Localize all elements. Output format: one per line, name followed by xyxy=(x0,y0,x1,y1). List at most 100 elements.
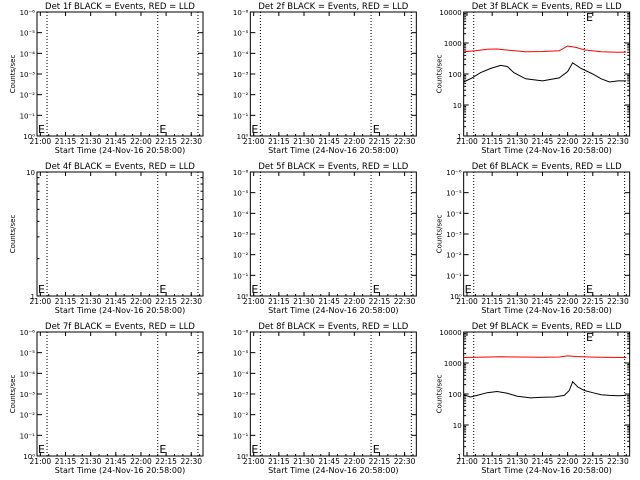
y-tick-label: 10000 xyxy=(439,9,461,17)
y-tick-label: 10⁻¹ xyxy=(20,112,36,120)
plot-frame xyxy=(36,331,204,457)
y-tick-label: 10⁻⁴ xyxy=(233,370,249,378)
panel-title: Det 9f BLACK = Events, RED = LLD xyxy=(472,322,622,332)
x-tick-label: 21:00 xyxy=(30,137,52,146)
x-tick-label: 22:30 xyxy=(180,297,202,306)
x-tick-label: 21:15 xyxy=(268,137,290,146)
y-tick-label: 100 xyxy=(448,71,461,79)
x-tick-label: 21:15 xyxy=(481,457,503,466)
x-tick-label: 22:15 xyxy=(369,137,391,146)
x-tick-label: 21:15 xyxy=(55,297,77,306)
y-axis-label: Counts/sec xyxy=(436,375,444,414)
x-tick-label: 22:30 xyxy=(607,297,629,306)
plot-frame xyxy=(249,11,417,137)
y-tick-label: 10 xyxy=(453,102,462,110)
y-tick-label: 10⁻¹ xyxy=(233,112,249,120)
event-flag-annotation: E xyxy=(373,443,380,456)
y-tick-label: 10⁻⁶ xyxy=(20,329,36,337)
event-flag-annotation: E xyxy=(465,283,472,296)
x-tick-label: 21:00 xyxy=(456,137,478,146)
x-axis-label: Start Time (24-Nov-16 20:58:00) xyxy=(481,306,611,315)
event-flag-annotation: E xyxy=(586,11,593,24)
lld-series-line xyxy=(463,355,627,358)
x-axis-label: Start Time (24-Nov-16 20:58:00) xyxy=(481,146,611,155)
x-tick-label: 22:00 xyxy=(343,137,365,146)
x-axis-label: Start Time (24-Nov-16 20:58:00) xyxy=(55,146,185,155)
x-tick-label: 21:30 xyxy=(293,457,315,466)
event-flag-annotation: E xyxy=(38,123,45,136)
y-tick-label: 10⁻⁴ xyxy=(233,210,249,218)
event-flag-annotation: E xyxy=(586,283,593,296)
y-tick-label: 10⁻⁵ xyxy=(20,350,36,358)
y-tick-label: 10⁻⁶ xyxy=(233,329,249,337)
plot-frame xyxy=(249,331,417,457)
panel-title: Det 2f BLACK = Events, RED = LLD xyxy=(258,2,408,12)
x-tick-label: 21:00 xyxy=(243,137,265,146)
x-tick-label: 22:00 xyxy=(557,137,579,146)
y-axis-label: Counts/sec xyxy=(436,55,444,94)
y-tick-label: 10⁻⁶ xyxy=(233,9,249,17)
y-tick-label: 10⁻⁵ xyxy=(446,190,462,198)
x-tick-label: 22:15 xyxy=(582,297,604,306)
event-flag-annotation: E xyxy=(159,283,166,296)
plot-frame xyxy=(463,331,631,457)
x-tick-label: 22:00 xyxy=(557,297,579,306)
y-tick-label: 10⁻¹ xyxy=(233,432,249,440)
y-tick-label: 10⁰ xyxy=(450,293,462,301)
x-tick-label: 21:45 xyxy=(318,137,340,146)
x-tick-label: 22:00 xyxy=(343,297,365,306)
x-tick-label: 21:45 xyxy=(105,457,127,466)
x-tick-label: 21:45 xyxy=(105,297,127,306)
x-tick-label: 21:15 xyxy=(268,457,290,466)
x-tick-label: 21:45 xyxy=(318,297,340,306)
y-tick-label: 10⁻² xyxy=(233,412,249,420)
event-flag-annotation: E xyxy=(586,331,593,344)
x-tick-label: 22:15 xyxy=(582,457,604,466)
y-tick-label: 10⁻⁵ xyxy=(233,350,249,358)
panel-title: Det 6f BLACK = Events, RED = LLD xyxy=(472,162,622,172)
event-flag-annotation: E xyxy=(373,283,380,296)
y-tick-label: 10⁻² xyxy=(20,412,36,420)
x-tick-label: 21:00 xyxy=(456,457,478,466)
x-tick-label: 21:30 xyxy=(80,457,102,466)
y-tick-label: 10⁻⁴ xyxy=(446,210,462,218)
x-axis-label: Start Time (24-Nov-16 20:58:00) xyxy=(55,306,185,315)
y-tick-label: 10⁻⁵ xyxy=(20,30,36,38)
x-tick-label: 22:00 xyxy=(130,297,152,306)
detector-panel: Det 9f BLACK = Events, RED = LLD 21:00 21:… xyxy=(436,322,631,475)
x-tick-label: 22:30 xyxy=(607,457,629,466)
x-tick-label: 21:15 xyxy=(481,297,503,306)
y-tick-label: 10⁻⁴ xyxy=(233,50,249,58)
x-tick-label: 22:15 xyxy=(582,137,604,146)
y-tick-label: 10⁻³ xyxy=(20,391,36,399)
x-tick-label: 21:30 xyxy=(80,137,102,146)
y-axis-label: Counts/sec xyxy=(436,215,444,254)
y-tick-label: 10⁻⁴ xyxy=(20,50,36,58)
x-tick-label: 22:30 xyxy=(180,457,202,466)
lld-series-line xyxy=(463,45,627,53)
panel-title: Det 5f BLACK = Events, RED = LLD xyxy=(258,162,408,172)
y-axis-label: Counts/sec xyxy=(9,215,17,254)
y-tick-label: 10⁻² xyxy=(446,252,462,260)
plot-frame xyxy=(36,171,204,297)
y-tick-label: 10⁻¹ xyxy=(446,272,462,280)
x-tick-label: 22:00 xyxy=(557,457,579,466)
plot-frame xyxy=(463,11,631,137)
y-tick-label: 10⁻² xyxy=(233,252,249,260)
event-flag-annotation: E xyxy=(159,443,166,456)
y-tick-label: 10⁻⁵ xyxy=(233,30,249,38)
x-tick-label: 21:45 xyxy=(105,137,127,146)
y-tick-label: 10⁻⁶ xyxy=(233,169,249,177)
x-tick-label: 21:00 xyxy=(243,297,265,306)
x-tick-label: 22:15 xyxy=(369,297,391,306)
detector-panel: Det 5f BLACK = Events, RED = LLD 21:00 21:… xyxy=(233,162,417,315)
y-tick-label: 100 xyxy=(448,391,461,399)
y-tick-label: 10000 xyxy=(439,329,461,337)
panel-title: Det 3f BLACK = Events, RED = LLD xyxy=(472,2,622,12)
event-flag-annotation: E xyxy=(38,283,45,296)
event-flag-annotation: E xyxy=(251,443,258,456)
event-flag-annotation: E xyxy=(38,443,45,456)
